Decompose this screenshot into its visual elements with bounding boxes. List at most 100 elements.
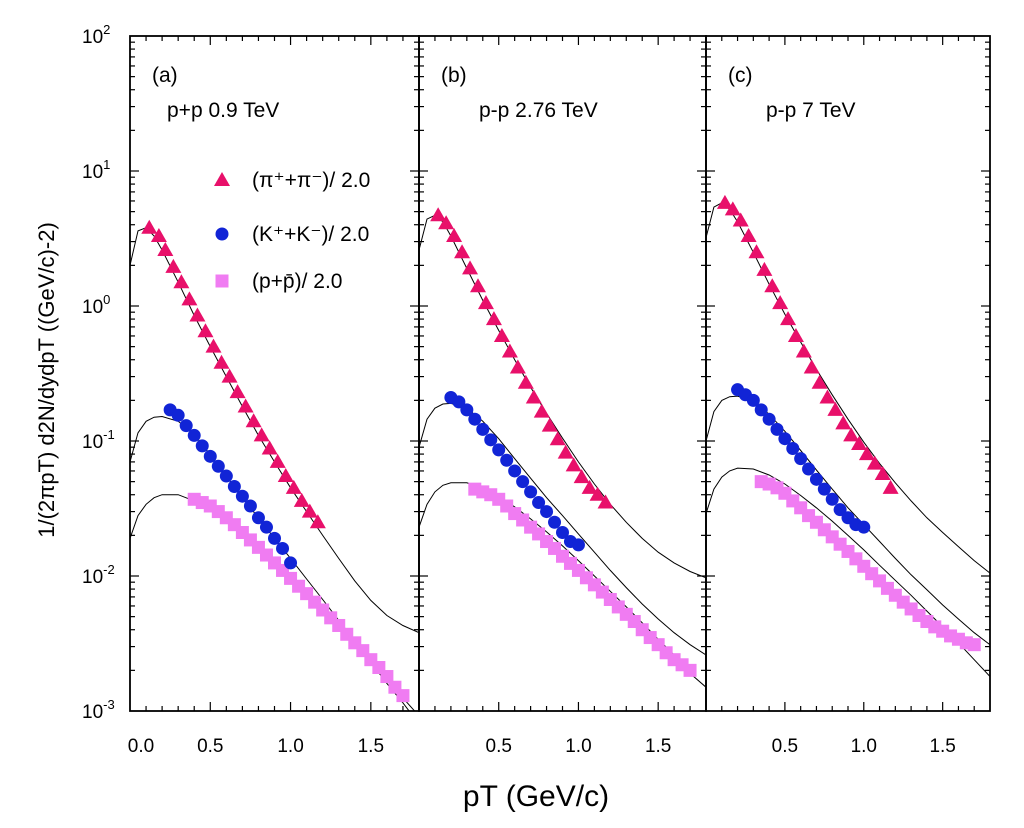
- data-point-kaons: [857, 520, 871, 534]
- data-point-kaons: [786, 441, 800, 455]
- panel-tag: (c): [728, 64, 753, 87]
- data-point-pions: [764, 278, 781, 293]
- y-axis-title: 1/(2πpT) d2N/dydpT ((GeV/c)-2): [34, 222, 59, 538]
- data-point-pions: [517, 374, 534, 389]
- data-point-pions: [565, 457, 582, 472]
- data-point-kaons: [251, 511, 265, 525]
- data-point-kaons: [211, 459, 225, 473]
- data-point-kaons: [548, 515, 562, 529]
- data-point-kaons: [259, 520, 273, 534]
- data-point-pions: [253, 427, 270, 442]
- legend-label-protons: (p+p̄)/ 2.0: [252, 270, 342, 293]
- data-point-kaons: [802, 462, 816, 476]
- y-tick-label: 102: [82, 22, 110, 48]
- data-point-pions: [716, 194, 733, 209]
- legend-marker-protons: [215, 274, 229, 288]
- data-point-kaons: [508, 464, 522, 478]
- data-point-pions: [787, 327, 804, 342]
- data-point-pions: [597, 494, 614, 509]
- panel-title: p+p 0.9 TeV: [167, 99, 279, 122]
- data-point-protons: [967, 638, 981, 652]
- panel-0-frame: [129, 35, 420, 712]
- data-point-kaons: [833, 503, 847, 517]
- data-point-pions: [173, 274, 190, 289]
- data-point-pions: [811, 374, 828, 389]
- data-point-kaons: [754, 403, 768, 417]
- x-tick-label: 1.0: [277, 736, 303, 757]
- fit-curve-kaons: [419, 402, 706, 656]
- data-point-kaons: [203, 449, 217, 463]
- panel-title: p-p 7 TeV: [766, 99, 856, 122]
- x-tick-label: 1.0: [851, 736, 877, 757]
- data-point-pions: [525, 389, 542, 404]
- data-point-pions: [541, 417, 558, 432]
- x-tick-label: 0.0: [128, 736, 154, 757]
- data-point-pions: [462, 260, 479, 275]
- data-point-kaons: [532, 496, 546, 510]
- data-point-kaons: [540, 505, 554, 519]
- data-point-pions: [748, 244, 765, 259]
- data-point-pions: [301, 503, 318, 518]
- data-point-pions: [261, 440, 278, 455]
- data-point-pions: [237, 398, 254, 413]
- data-point-kaons: [452, 395, 466, 409]
- data-point-kaons: [817, 482, 831, 496]
- x-tick-label: 1.5: [929, 736, 955, 757]
- legend-label-pions: (π⁺+π⁻)/ 2.0: [252, 169, 370, 192]
- y-tick-label: 10-1: [82, 427, 115, 453]
- data-point-pions: [557, 444, 574, 459]
- data-point-pions: [819, 389, 836, 404]
- fit-curve-kaons: [706, 395, 990, 646]
- y-tick-label: 101: [82, 157, 110, 183]
- data-point-kaons: [268, 531, 281, 545]
- data-point-pions: [438, 215, 455, 230]
- data-point-pions: [882, 479, 899, 494]
- data-point-kaons: [762, 412, 776, 426]
- x-axis-title: pT (GeV/c): [463, 780, 609, 813]
- x-tick-label: 1.5: [358, 736, 384, 757]
- data-point-kaons: [460, 403, 474, 417]
- y-tick-label: 100: [82, 292, 110, 318]
- data-point-pions: [285, 479, 302, 494]
- x-tick-label: 0.5: [772, 736, 798, 757]
- data-point-pions: [454, 244, 471, 259]
- data-point-pions: [205, 338, 222, 353]
- legend: (π⁺+π⁻)/ 2.0 (K⁺+K⁻)/ 2.0 (p+p̄)/ 2.0: [214, 169, 370, 293]
- data-point-kaons: [794, 452, 808, 466]
- data-point-pions: [874, 465, 891, 480]
- data-point-pions: [309, 514, 326, 529]
- data-point-kaons: [770, 422, 784, 436]
- legend-label-kaons: (K⁺+K⁻)/ 2.0: [252, 223, 369, 246]
- data-point-kaons: [825, 492, 839, 506]
- data-point-pions: [803, 359, 820, 374]
- data-point-kaons: [809, 472, 823, 486]
- data-point-pions: [573, 469, 590, 484]
- data-point-pions: [493, 327, 510, 342]
- fit-curve-protons: [706, 467, 990, 677]
- panel-tag: (b): [441, 64, 467, 87]
- data-point-kaons: [571, 538, 585, 552]
- data-point-pions: [501, 343, 518, 358]
- data-point-pions: [197, 323, 214, 338]
- data-point-kaons: [468, 412, 482, 426]
- panel-title: p-p 2.76 TeV: [479, 99, 598, 122]
- data-point-kaons: [500, 453, 514, 467]
- panel-1-frame: [418, 35, 707, 712]
- data-point-pions: [446, 228, 463, 243]
- data-point-pions: [866, 455, 883, 470]
- data-point-pions: [756, 261, 773, 276]
- data-point-pions: [533, 403, 550, 418]
- data-point-pions: [485, 311, 502, 326]
- data-point-kaons: [187, 428, 201, 442]
- data-point-pions: [589, 486, 606, 501]
- data-point-kaons: [243, 499, 257, 513]
- data-point-kaons: [524, 485, 538, 499]
- data-point-protons: [683, 663, 697, 677]
- data-point-pions: [843, 427, 860, 442]
- data-point-pions: [858, 446, 875, 461]
- x-tick-label: 0.5: [197, 736, 223, 757]
- data-point-pions: [469, 278, 486, 293]
- data-point-kaons: [276, 541, 290, 555]
- data-point-kaons: [556, 526, 569, 540]
